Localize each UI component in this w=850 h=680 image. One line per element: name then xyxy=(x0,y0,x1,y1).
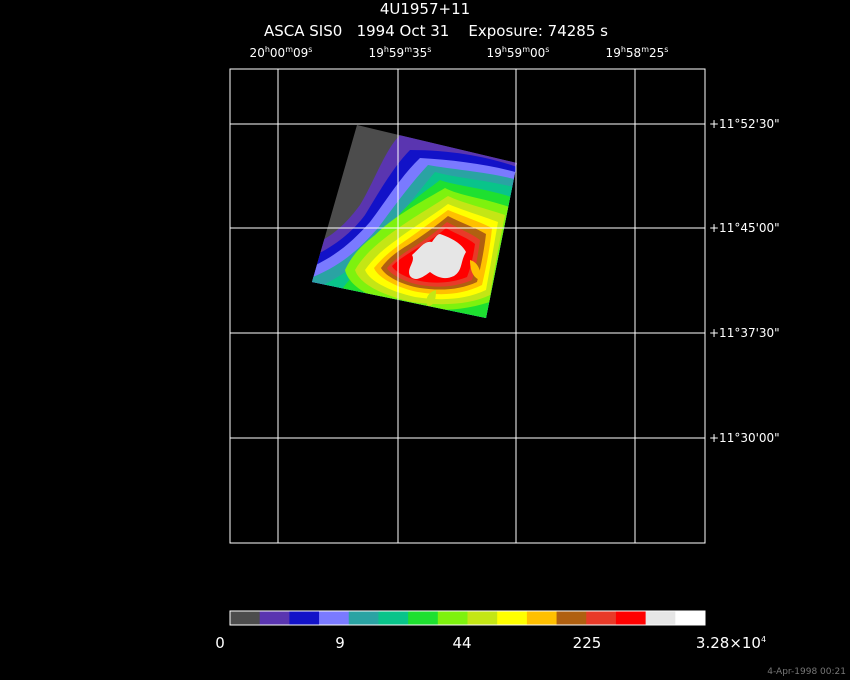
colorbar-cell xyxy=(675,611,706,625)
colorbar-cell xyxy=(408,611,439,625)
colorbar-cell xyxy=(259,611,290,625)
ra-tick-label: 19h59m35s xyxy=(368,45,432,60)
colorbar xyxy=(230,611,706,625)
colorbar-cell xyxy=(437,611,468,625)
dec-tick-label: +11°45'00" xyxy=(709,221,780,235)
colorbar-label: 9 xyxy=(335,634,345,652)
dec-tick-label: +11°52'30" xyxy=(709,117,780,131)
colorbar-label: 44 xyxy=(452,634,472,652)
colorbar-label: 0 xyxy=(215,634,225,652)
colorbar-cell xyxy=(348,611,379,625)
colorbar-label-max: 3.28×104 xyxy=(695,634,767,652)
colorbar-cell xyxy=(556,611,587,625)
figure-title: 4U1957+11 xyxy=(379,0,471,18)
colorbar-cell xyxy=(615,611,647,625)
plot-frame xyxy=(229,68,706,544)
colorbar-label: 225 xyxy=(572,634,602,652)
dec-tick-label: +11°30'00" xyxy=(709,431,780,445)
dec-tick-label: +11°37'30" xyxy=(709,326,780,340)
timestamp-footer: 4-Apr-1998 00:21 xyxy=(767,667,846,677)
figure-subtitle: ASCA SIS0 1994 Oct 31 Exposure: 74285 s xyxy=(264,22,608,40)
colorbar-cell xyxy=(289,611,320,625)
colorbar-cell xyxy=(378,611,409,625)
ra-tick-label: 19h59m00s xyxy=(486,45,550,60)
colorbar-frame xyxy=(229,610,706,626)
colorbar-cell xyxy=(645,611,676,625)
ra-tick-label: 20h00m09s xyxy=(249,45,313,60)
colorbar-cell xyxy=(526,611,558,625)
colorbar-cell xyxy=(497,611,528,625)
colorbar-cell xyxy=(586,611,617,625)
colorbar-cell xyxy=(467,611,498,625)
xray-intensity-image xyxy=(312,125,517,318)
colorbar-cell xyxy=(230,611,261,625)
ra-tick-label: 19h58m25s xyxy=(605,45,669,60)
colorbar-cell xyxy=(319,611,350,625)
